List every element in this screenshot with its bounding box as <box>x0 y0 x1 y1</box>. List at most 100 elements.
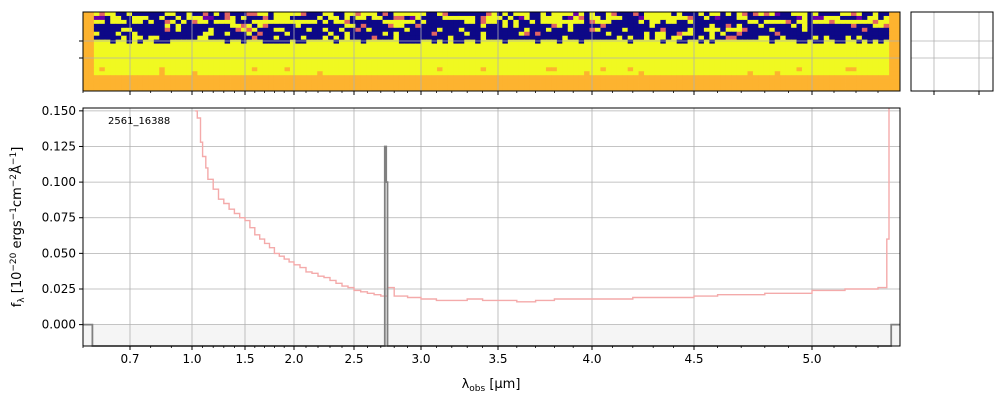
heatmap-cell <box>344 71 351 76</box>
heatmap-cell <box>420 51 427 56</box>
heatmap-cell <box>491 27 498 33</box>
heatmap-cell <box>295 75 302 80</box>
heatmap-cell <box>758 35 765 41</box>
heatmap-cell <box>654 87 661 92</box>
heatmap-cell <box>622 19 629 25</box>
heatmap-cell <box>551 43 558 48</box>
heatmap-cell <box>366 27 373 33</box>
heatmap-cell <box>736 39 743 44</box>
heatmap-cell <box>780 47 787 52</box>
heatmap-cell <box>159 35 166 41</box>
heatmap-cell <box>300 15 307 21</box>
heatmap-cell <box>159 47 166 52</box>
heatmap-cell <box>431 79 438 84</box>
heatmap-cell <box>714 87 721 92</box>
heatmap-cell <box>872 35 879 41</box>
heatmap-cell <box>605 75 612 80</box>
heatmap-cell <box>682 27 688 33</box>
heatmap-cell <box>159 79 166 84</box>
heatmap-cell <box>240 19 247 25</box>
heatmap-cell <box>170 63 176 68</box>
heatmap-cell <box>273 83 280 88</box>
heatmap-cell <box>148 35 155 41</box>
heatmap-cell <box>464 75 471 80</box>
heatmap-cell <box>469 27 476 33</box>
heatmap-cell <box>654 39 661 44</box>
heatmap-cell <box>464 39 471 44</box>
heatmap-cell <box>420 75 427 80</box>
heatmap-cell <box>273 15 280 21</box>
heatmap-cell <box>578 27 585 33</box>
heatmap-cell <box>850 31 857 37</box>
heatmap-cell <box>355 23 362 29</box>
heatmap-cell <box>856 87 863 92</box>
heatmap-cell <box>132 35 138 41</box>
heatmap-cell <box>584 39 590 44</box>
heatmap-cell <box>284 27 291 33</box>
heatmap-cell <box>268 87 275 92</box>
heatmap-cell <box>823 87 830 92</box>
heatmap-cell <box>126 71 133 76</box>
heatmap-cell <box>300 35 307 41</box>
heatmap-cell <box>344 63 351 68</box>
heatmap-cell <box>687 87 694 92</box>
heatmap-cell <box>840 87 846 92</box>
heatmap-cell <box>420 59 427 64</box>
heatmap-cell <box>202 39 209 44</box>
heatmap-cell <box>475 31 482 37</box>
heatmap-cell <box>633 47 639 52</box>
heatmap-cell <box>796 23 803 29</box>
heatmap-cell <box>633 27 639 33</box>
heatmap-cell <box>475 75 482 80</box>
heatmap-cell <box>202 75 209 80</box>
heatmap-cell <box>850 75 857 80</box>
heatmap-cell <box>780 59 787 64</box>
heatmap-cell <box>99 39 106 44</box>
heatmap-cell <box>807 23 814 29</box>
heatmap-cell <box>219 51 226 56</box>
heatmap-cell <box>447 23 454 29</box>
heatmap-cell <box>170 15 176 21</box>
heatmap-cell <box>159 31 166 37</box>
heatmap-cell <box>328 71 334 76</box>
heatmap-cell <box>289 71 296 76</box>
heatmap-cell <box>829 47 836 52</box>
heatmap-cell <box>153 15 160 21</box>
heatmap-cell <box>121 43 127 48</box>
heatmap-cell <box>88 59 95 64</box>
heatmap-cell <box>415 27 422 33</box>
heatmap-cell <box>600 27 607 33</box>
heatmap-cell <box>682 19 688 25</box>
heatmap-cell <box>878 39 885 44</box>
heatmap-cell <box>268 59 275 64</box>
heatmap-cell <box>867 71 874 76</box>
negative-flux-band <box>83 324 900 346</box>
heatmap-cell <box>780 27 787 33</box>
heatmap-cell <box>273 23 280 29</box>
heatmap-cell <box>812 63 819 68</box>
heatmap-cell <box>453 23 460 29</box>
heatmap-cell <box>219 71 226 76</box>
side-panel-frame <box>910 11 994 92</box>
heatmap-cell <box>878 51 885 56</box>
heatmap-cell <box>491 43 498 48</box>
heatmap-cell <box>752 79 759 84</box>
heatmap-cell <box>507 19 514 25</box>
heatmap-cell <box>181 35 187 41</box>
heatmap-cell <box>137 39 144 44</box>
heatmap-cell <box>213 51 220 56</box>
heatmap-cell <box>693 51 699 56</box>
heatmap-cell <box>388 71 394 76</box>
heatmap-cell <box>295 27 302 33</box>
heatmap-cell <box>780 87 787 92</box>
heatmap-cell <box>99 75 106 80</box>
heatmap-cell <box>360 87 367 92</box>
heatmap-cell <box>725 79 732 84</box>
heatmap-cell <box>317 19 324 25</box>
heatmap-cell <box>872 27 879 33</box>
heatmap-cell <box>747 63 754 68</box>
heatmap-cell <box>600 83 607 88</box>
heatmap-cell <box>687 31 694 37</box>
heatmap-cell <box>654 83 661 88</box>
main-grid <box>83 108 900 346</box>
